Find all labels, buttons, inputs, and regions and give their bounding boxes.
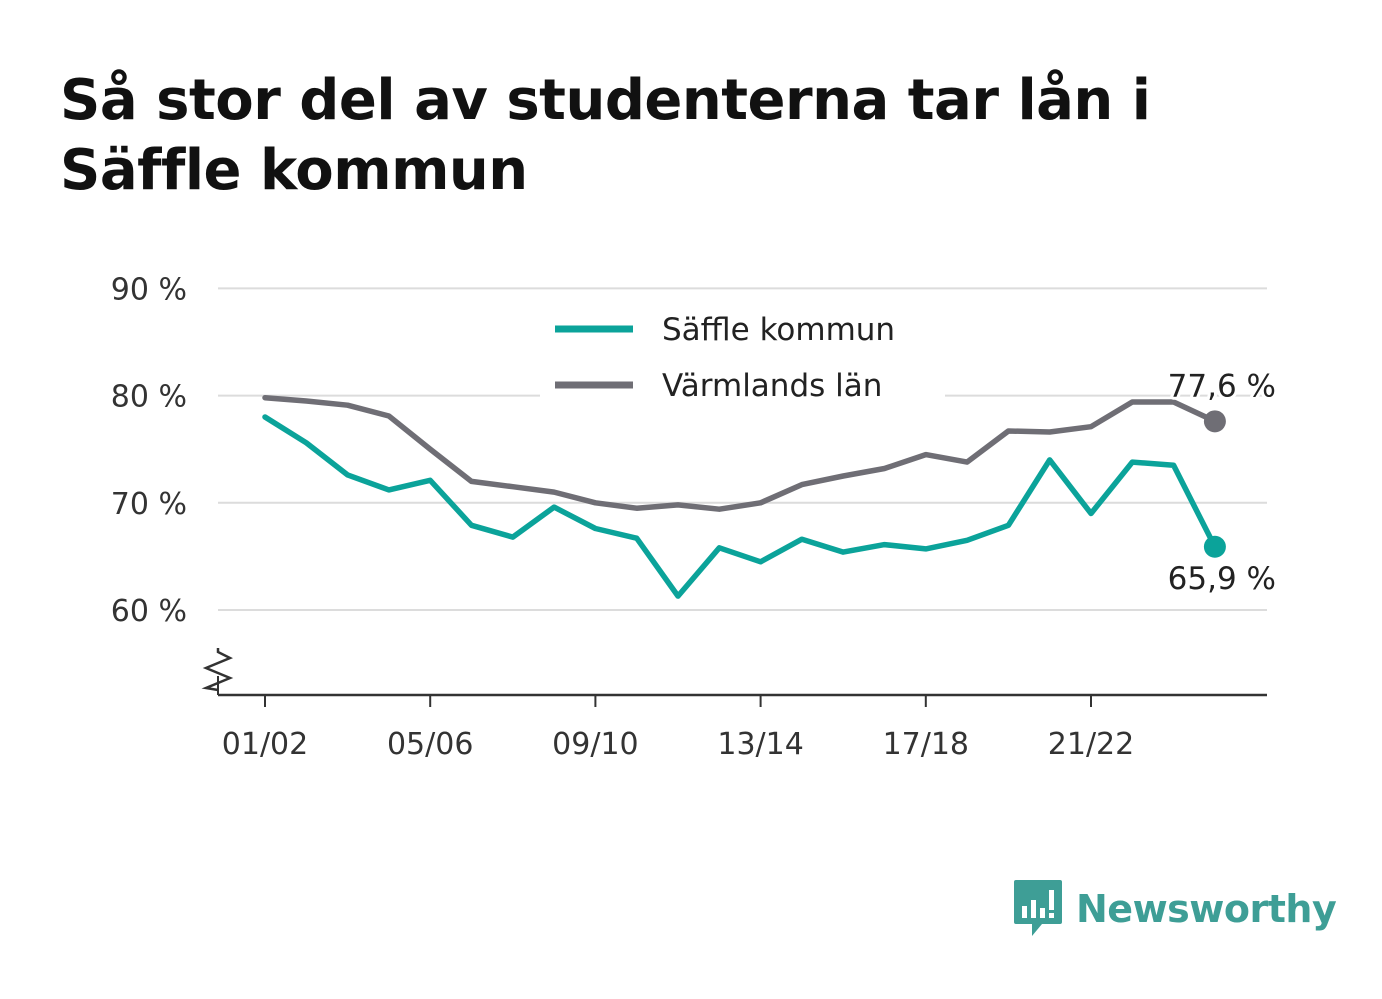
x-tick-label: 13/14	[717, 727, 803, 762]
x-axis	[201, 648, 1267, 707]
x-axis-tick-labels: 01/02 05/06 09/10 13/14 17/18 21/22	[222, 727, 1134, 762]
legend-label: Värmlands län	[662, 368, 882, 404]
x-tick-label: 17/18	[883, 727, 969, 762]
y-tick-label: 90 %	[111, 272, 187, 307]
y-tick-label: 80 %	[111, 380, 187, 415]
series-line	[262, 414, 1218, 599]
end-labels: 77,6 % 65,9 %	[1165, 365, 1279, 599]
end-value-label: 77,6 %	[1168, 368, 1276, 404]
x-tick-label: 01/02	[222, 727, 308, 762]
axis-break-icon	[201, 648, 234, 692]
legend-label: Säffle kommun	[662, 312, 895, 348]
brand-logo: Newsworthy	[1012, 878, 1337, 940]
brand-name: Newsworthy	[1076, 887, 1337, 931]
end-point-marker	[1203, 535, 1226, 558]
x-tick-label: 05/06	[387, 727, 473, 762]
series-line	[262, 394, 1218, 512]
y-tick-label: 60 %	[111, 594, 187, 629]
end-point-marker	[1203, 410, 1226, 433]
series-lines	[262, 394, 1226, 599]
end-value-label: 65,9 %	[1168, 561, 1276, 597]
legend: Säffle kommun Värmlands län	[540, 302, 945, 404]
x-tick-label: 09/10	[552, 727, 638, 762]
y-axis-tick-labels: 60 % 70 % 80 % 90 %	[111, 272, 187, 629]
chart-title: Så stor del av studenterna tar lån i Säf…	[60, 68, 1151, 203]
y-tick-label: 70 %	[111, 487, 187, 522]
bar-chart-speech-bubble-icon	[1014, 880, 1062, 936]
x-tick-label: 21/22	[1048, 727, 1134, 762]
